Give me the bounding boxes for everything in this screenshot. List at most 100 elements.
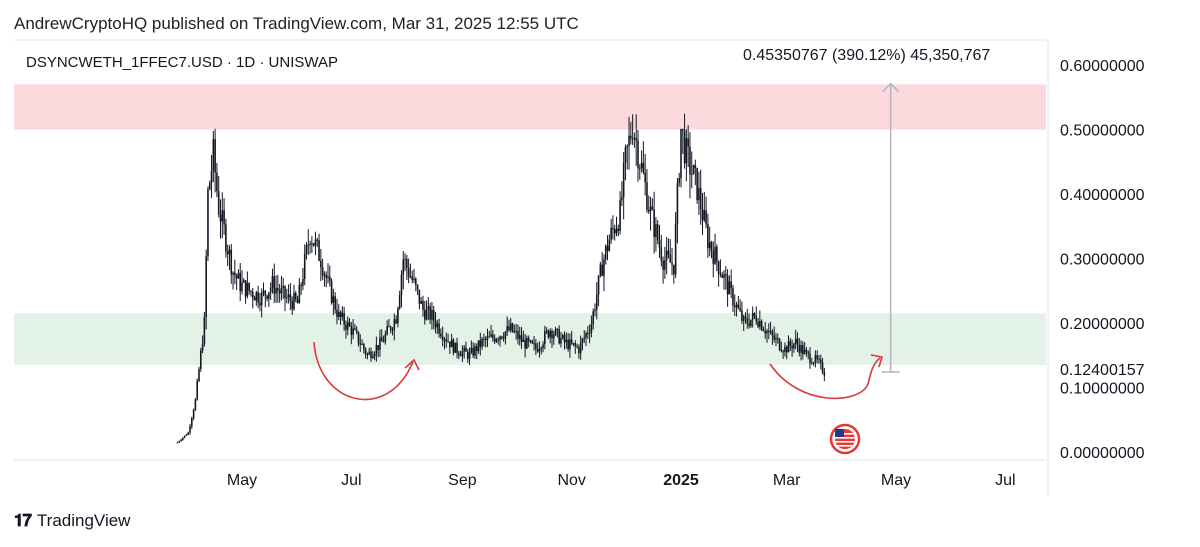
candle-body: [379, 337, 381, 350]
time-tick-label: Nov: [557, 472, 585, 489]
footer-brand[interactable]: 𝟏𝟕 TradingView: [14, 511, 130, 531]
candle-body: [735, 304, 738, 308]
candle-body: [318, 240, 320, 261]
candle-body: [748, 323, 750, 327]
candle-body: [314, 239, 317, 246]
candle-body: [395, 319, 397, 324]
candle-body: [461, 351, 464, 357]
candle-body: [775, 338, 777, 340]
candle-body: [649, 206, 652, 212]
candle-body: [434, 320, 437, 328]
candle-body: [187, 432, 190, 435]
candle-body: [436, 323, 439, 328]
candle-body: [544, 331, 546, 345]
candle-body: [235, 275, 238, 279]
candle-body: [205, 256, 207, 318]
candle-body: [450, 339, 453, 348]
candle-body: [244, 280, 247, 297]
candle-body: [764, 330, 767, 334]
candle-body: [357, 331, 360, 344]
candle-body: [246, 283, 249, 297]
time-tick-label: 2025: [663, 472, 699, 489]
candle-body: [228, 249, 231, 255]
candle-body: [581, 338, 584, 343]
candle-body: [348, 322, 351, 326]
candle-body: [262, 290, 265, 293]
candle-body: [407, 267, 410, 277]
candle-body: [802, 345, 804, 355]
candle-body: [538, 348, 541, 352]
candle-body: [744, 316, 747, 318]
candle-body: [325, 274, 328, 279]
candle-body: [732, 288, 734, 306]
candle-body: [490, 334, 492, 337]
candle-body: [796, 338, 799, 345]
candle-body: [533, 343, 535, 345]
candle-body: [819, 359, 822, 363]
candle-body: [346, 322, 349, 330]
candle-body: [212, 139, 215, 172]
candle-body: [703, 210, 706, 221]
candle-body: [499, 336, 501, 340]
candle-body: [332, 296, 335, 303]
candle-body: [203, 317, 206, 345]
red-arrow-right: [769, 357, 881, 400]
candle-body: [809, 353, 811, 363]
candle-body: [646, 182, 648, 210]
candle-body: [432, 309, 435, 321]
measure-arrow-head: [882, 82, 900, 93]
candle-body: [370, 351, 372, 359]
candle-body: [714, 246, 716, 264]
candle-body: [273, 276, 276, 294]
candle-body: [549, 330, 551, 338]
candle-body: [330, 280, 333, 303]
candle-body: [418, 289, 421, 304]
flag-stripe: [835, 441, 855, 443]
candle-body: [673, 264, 675, 275]
candle-body: [388, 326, 390, 328]
candle-body: [176, 442, 179, 444]
candle-body: [312, 243, 315, 246]
candle-body: [708, 242, 711, 249]
candle-body: [680, 129, 682, 179]
candle-body: [425, 309, 428, 320]
candle-body: [759, 321, 761, 327]
candle-body: [719, 273, 722, 275]
candle-body: [398, 295, 401, 309]
candle-body: [216, 172, 218, 192]
candle-body: [536, 349, 539, 352]
candle-body: [733, 305, 736, 308]
candle-body: [422, 300, 424, 311]
red-arrow-left: [313, 341, 414, 401]
candle-body: [520, 335, 523, 342]
candle-body: [588, 332, 591, 334]
candle-body: [303, 253, 306, 279]
candle-body: [807, 351, 810, 354]
candle-body: [334, 296, 336, 310]
candle-body: [404, 258, 406, 260]
candle-body: [361, 344, 363, 346]
candle-body: [207, 189, 209, 257]
candle-body: [221, 210, 224, 222]
candle-body: [468, 352, 471, 359]
candle-body: [723, 274, 725, 278]
candle-body: [750, 319, 752, 327]
red-arrow-left-head: [404, 358, 420, 371]
candle-body: [284, 286, 286, 299]
candle-body: [502, 338, 505, 340]
candle-body: [223, 210, 225, 225]
candle-body: [486, 336, 489, 340]
annotations-layer: [313, 82, 900, 455]
candle-body: [264, 290, 267, 296]
flag-canton: [835, 429, 844, 437]
candle-body: [285, 297, 288, 299]
candle-body: [542, 344, 544, 349]
candle-body: [217, 191, 220, 215]
candle-body: [497, 339, 500, 341]
candle-body: [219, 214, 222, 222]
candle-body: [504, 331, 507, 339]
candle-body: [803, 349, 806, 355]
candle-body: [400, 274, 403, 296]
candle-body: [300, 284, 302, 286]
